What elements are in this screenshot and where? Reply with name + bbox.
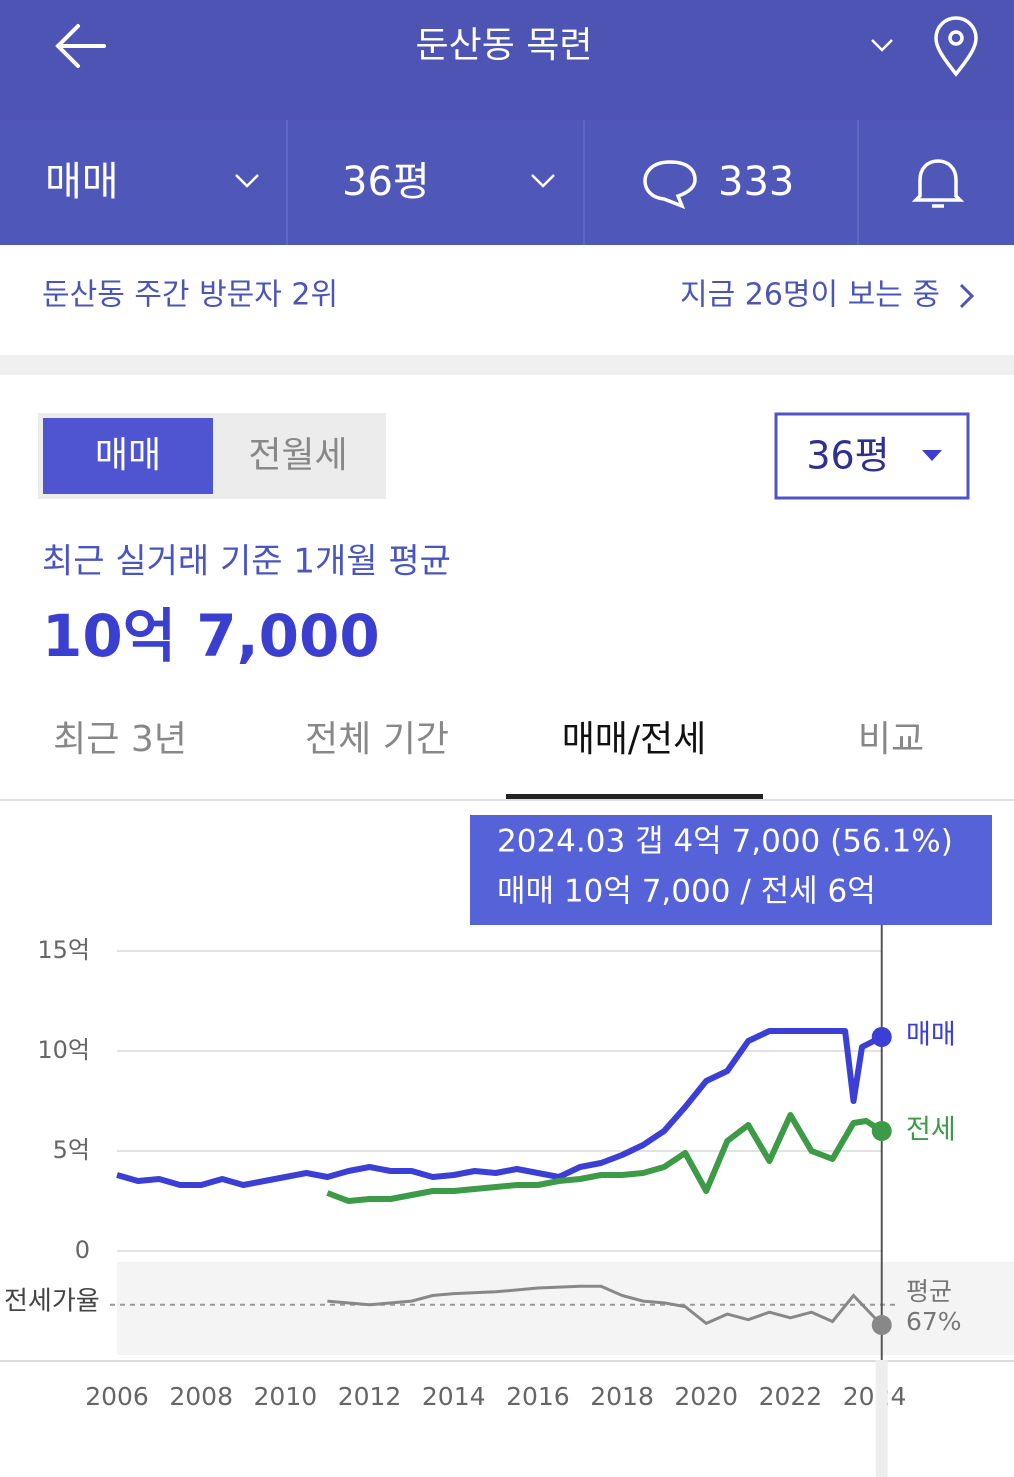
size-select-label: 36평 <box>806 434 889 478</box>
tab-indicator <box>506 794 763 799</box>
x-tick-label: 2006 <box>85 1382 149 1411</box>
x-tick-label: 2024 <box>843 1382 907 1411</box>
trade-type[interactable]: 매매 <box>45 159 119 205</box>
dropdown-arrow <box>922 450 942 461</box>
summary-label: 최근 실거래 기준 1개월 평균 <box>42 542 451 582</box>
series-label: 전세 <box>906 1115 956 1146</box>
rank-banner: 둔산동 주간 방문자 2위 <box>42 278 338 313</box>
tooltip-line: 2024.03 갭 4억 7,000 (56.1%) <box>497 824 953 860</box>
tab[interactable]: 매매/전세 <box>562 719 707 760</box>
x-tick-label: 2018 <box>590 1382 654 1411</box>
x-tick-label: 2010 <box>254 1382 318 1411</box>
back-button[interactable] <box>55 24 106 68</box>
title-dropdown[interactable] <box>871 39 893 52</box>
y-tick-label: 0 <box>75 1236 90 1264</box>
y-tick-label: 15억 <box>37 936 90 964</box>
tab[interactable]: 비교 <box>858 719 924 760</box>
title: 둔산동 목련 <box>415 25 592 66</box>
toggle-option[interactable]: 전월세 <box>248 435 347 476</box>
ratio-label: 전세가율 <box>4 1287 100 1317</box>
ratio-end-dot <box>871 1315 892 1336</box>
y-tick-label: 10억 <box>37 1036 90 1064</box>
series-line <box>326 1112 884 1204</box>
ratio-line <box>327 1284 883 1327</box>
toggle-option[interactable]: 매매 <box>95 435 161 476</box>
comment-icon <box>643 160 697 210</box>
tab[interactable]: 전체 기간 <box>305 719 449 760</box>
end-dot <box>871 1121 892 1141</box>
x-tick-label: 2016 <box>506 1382 570 1411</box>
summary-value: 10억 7,000 <box>42 602 380 670</box>
x-tick-label: 2014 <box>422 1382 486 1411</box>
tooltip-line: 매매 10억 7,000 / 전세 6억 <box>497 874 876 910</box>
app-bar <box>0 0 1014 120</box>
separator <box>0 355 1014 375</box>
x-tick-label: 2012 <box>338 1382 402 1411</box>
viewers-banner[interactable]: 지금 26명이 보는 중 <box>680 278 940 313</box>
chevron <box>531 174 555 188</box>
x-tick-label: 2008 <box>169 1382 233 1411</box>
end-dot <box>871 1027 892 1047</box>
toggle-active <box>43 418 213 494</box>
x-tick-label: 2020 <box>674 1382 738 1411</box>
toolbar <box>0 120 1014 245</box>
series-line <box>116 1028 884 1188</box>
series-label: 매매 <box>906 1020 956 1051</box>
average-label: 평균 <box>906 1277 952 1306</box>
comment-count[interactable]: 333 <box>718 159 794 205</box>
cursor-track <box>875 1360 888 1477</box>
tab[interactable]: 최근 3년 <box>53 719 187 760</box>
y-tick-label: 5억 <box>53 1136 90 1164</box>
chevron <box>959 283 975 309</box>
size[interactable]: 36평 <box>342 159 430 205</box>
ratio-panel <box>117 1262 1014 1355</box>
alert-button[interactable] <box>911 159 965 208</box>
chevron <box>235 174 259 188</box>
x-tick-label: 2022 <box>759 1382 823 1411</box>
tooltip <box>470 815 992 925</box>
location-button[interactable] <box>934 16 978 77</box>
average-value: 67% <box>906 1307 962 1336</box>
